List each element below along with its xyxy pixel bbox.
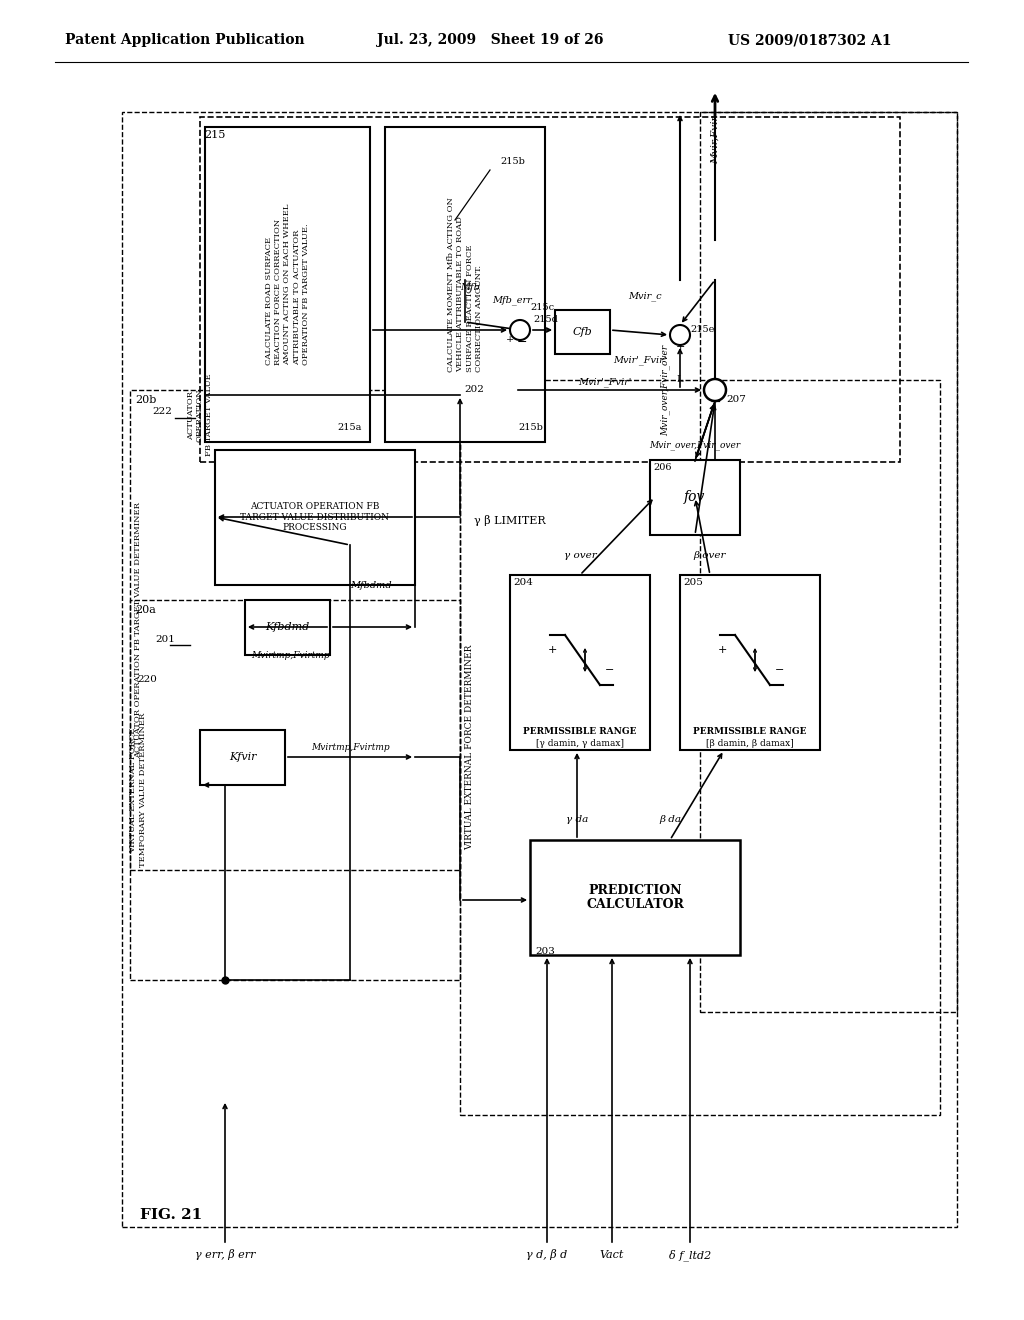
Circle shape	[705, 379, 726, 401]
Text: 206: 206	[653, 463, 672, 473]
Text: 20b: 20b	[135, 395, 157, 405]
Text: 201: 201	[155, 635, 175, 644]
Text: Mfbdmd: Mfbdmd	[350, 581, 391, 590]
Text: 215c: 215c	[530, 302, 554, 312]
Text: L: L	[677, 375, 683, 384]
Text: +: +	[515, 323, 525, 337]
Text: PERMISSIBLE RANGE: PERMISSIBLE RANGE	[523, 727, 637, 737]
Text: Mvir_c: Mvir_c	[628, 292, 662, 301]
Text: 220: 220	[137, 676, 157, 685]
Text: 20a: 20a	[135, 605, 156, 615]
Bar	[200, 117, 900, 462]
Text: 215b: 215b	[500, 157, 525, 166]
Text: US 2009/0187302 A1: US 2009/0187302 A1	[728, 33, 892, 48]
Text: 207: 207	[726, 396, 745, 404]
Text: VIRTUAL EXTERNAL FORCE DETERMINER: VIRTUAL EXTERNAL FORCE DETERMINER	[466, 644, 474, 850]
Bar	[510, 576, 650, 750]
Text: 215d: 215d	[534, 315, 558, 325]
Text: Mvir_over,Fvir_over: Mvir_over,Fvir_over	[649, 441, 740, 450]
Circle shape	[510, 319, 530, 341]
Text: γ β LIMITER: γ β LIMITER	[474, 515, 546, 525]
Text: PREDICTION
CALCULATOR: PREDICTION CALCULATOR	[586, 883, 684, 912]
Text: Kfbdmd: Kfbdmd	[265, 623, 309, 632]
Text: ACTUATOR OPERATION FB TARGET VALUE DETERMINER: ACTUATOR OPERATION FB TARGET VALUE DETER…	[134, 502, 142, 758]
Text: 203: 203	[535, 946, 555, 956]
Bar	[700, 112, 957, 1012]
Text: [β damin, β damax]: [β damin, β damax]	[707, 739, 794, 748]
Bar	[130, 389, 460, 870]
Text: Cfb: Cfb	[572, 327, 592, 337]
Text: −: −	[517, 335, 527, 348]
Bar	[200, 730, 285, 785]
Text: PERMISSIBLE RANGE: PERMISSIBLE RANGE	[693, 727, 807, 737]
Bar	[530, 840, 740, 954]
Bar	[245, 601, 330, 655]
Text: −: −	[710, 395, 721, 409]
Text: ACTUATOR OPERATION FB
TARGET VALUE DISTRIBUTION
PROCESSING: ACTUATOR OPERATION FB TARGET VALUE DISTR…	[241, 502, 389, 532]
Text: +: +	[718, 645, 727, 655]
Text: 202: 202	[464, 385, 484, 395]
Bar	[385, 127, 545, 442]
Text: Jul. 23, 2009   Sheet 19 of 26: Jul. 23, 2009 Sheet 19 of 26	[377, 33, 603, 48]
Text: 204: 204	[513, 578, 532, 587]
Text: [γ damin, γ damax]: [γ damin, γ damax]	[536, 739, 624, 748]
Bar	[555, 310, 610, 354]
Text: γ over: γ over	[563, 550, 596, 560]
Text: Mvir'_Fvir': Mvir'_Fvir'	[613, 355, 667, 364]
Text: 215b: 215b	[518, 422, 543, 432]
Text: Vact: Vact	[600, 1250, 625, 1261]
Text: FIG. 21: FIG. 21	[140, 1208, 203, 1222]
Text: ACTUATOR
OPERATION
FB TARGET VALUE: ACTUATOR OPERATION FB TARGET VALUE	[186, 374, 213, 457]
Text: Patent Application Publication: Patent Application Publication	[66, 33, 305, 48]
Text: CALCULATE MOMENT Mfb ACTING ON
VEHICLE ATTRIBUTABLE TO ROAD
SURFACE REACTION FOR: CALCULATE MOMENT Mfb ACTING ON VEHICLE A…	[447, 197, 482, 372]
Text: 205: 205	[683, 578, 702, 587]
Text: Kfvir: Kfvir	[228, 752, 256, 763]
Text: γ da: γ da	[566, 816, 588, 825]
Text: +: +	[547, 645, 557, 655]
Text: CALCULATE ROAD SURFACE
REACTION FORCE CORRECTION
AMOUNT ACTING ON EACH WHEEL
ATT: CALCULATE ROAD SURFACE REACTION FORCE CO…	[265, 203, 310, 366]
Text: γ d, β d: γ d, β d	[526, 1250, 567, 1261]
Text: γ err, β err: γ err, β err	[195, 1250, 255, 1261]
Text: Mvir_over,Fvir_over: Mvir_over,Fvir_over	[660, 345, 670, 436]
Text: 222: 222	[152, 408, 172, 417]
Text: Mvirtmp,Fvirtmp: Mvirtmp,Fvirtmp	[310, 743, 389, 752]
Text: Mvirtmp,Fvirtmp: Mvirtmp,Fvirtmp	[251, 651, 330, 660]
Text: δ f_ltd2: δ f_ltd2	[669, 1249, 711, 1261]
Bar	[122, 112, 957, 1228]
Text: −: −	[605, 665, 614, 675]
Bar	[460, 380, 940, 1115]
Text: β da: β da	[659, 816, 681, 825]
Text: VIRTUAL EXTERNAL FORCE
TEMPORARY VALUE DETERMINER: VIRTUAL EXTERNAL FORCE TEMPORARY VALUE D…	[129, 713, 146, 867]
Text: −: −	[775, 665, 784, 675]
Text: Mvir,Fvir: Mvir,Fvir	[711, 115, 720, 164]
Bar	[215, 450, 415, 585]
Text: +: +	[506, 335, 514, 345]
Text: +: +	[675, 329, 685, 342]
Text: Mvir'_Fvir': Mvir'_Fvir'	[579, 378, 632, 387]
Text: +: +	[675, 342, 685, 352]
Text: fov: fov	[684, 490, 706, 504]
Bar	[650, 459, 740, 535]
Bar	[680, 576, 820, 750]
Text: β over: β over	[693, 550, 726, 560]
Bar	[205, 127, 370, 442]
Text: Mfb: Mfb	[460, 284, 480, 293]
Text: +: +	[710, 383, 721, 397]
Text: 215a: 215a	[338, 422, 362, 432]
Bar	[130, 601, 460, 979]
Circle shape	[670, 325, 690, 345]
Text: 215e: 215e	[690, 326, 715, 334]
Text: 215: 215	[204, 129, 225, 140]
Text: Mfb_err: Mfb_err	[492, 296, 531, 305]
